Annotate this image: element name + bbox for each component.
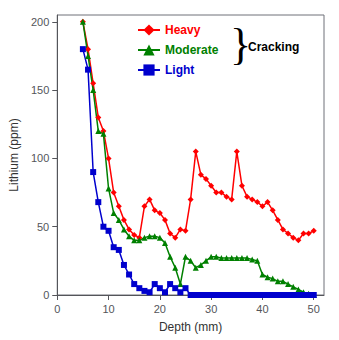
svg-text:200: 200 (31, 16, 49, 28)
svg-text:20: 20 (154, 303, 166, 315)
svg-text:0: 0 (54, 303, 60, 315)
svg-text:150: 150 (31, 84, 49, 96)
svg-text:100: 100 (31, 152, 49, 164)
svg-text:50: 50 (37, 221, 49, 233)
svg-text:30: 30 (205, 303, 217, 315)
svg-text:Depth (mm): Depth (mm) (159, 320, 222, 334)
svg-text:0: 0 (43, 289, 49, 301)
svg-text:Light: Light (165, 63, 194, 77)
svg-text:10: 10 (102, 303, 114, 315)
svg-text:50: 50 (308, 303, 320, 315)
svg-text:Heavy: Heavy (165, 23, 201, 37)
svg-text:Cracking: Cracking (248, 40, 299, 54)
svg-text:Moderate: Moderate (165, 43, 219, 57)
svg-text:Lithium (ppm): Lithium (ppm) (7, 118, 21, 191)
svg-text:40: 40 (256, 303, 268, 315)
